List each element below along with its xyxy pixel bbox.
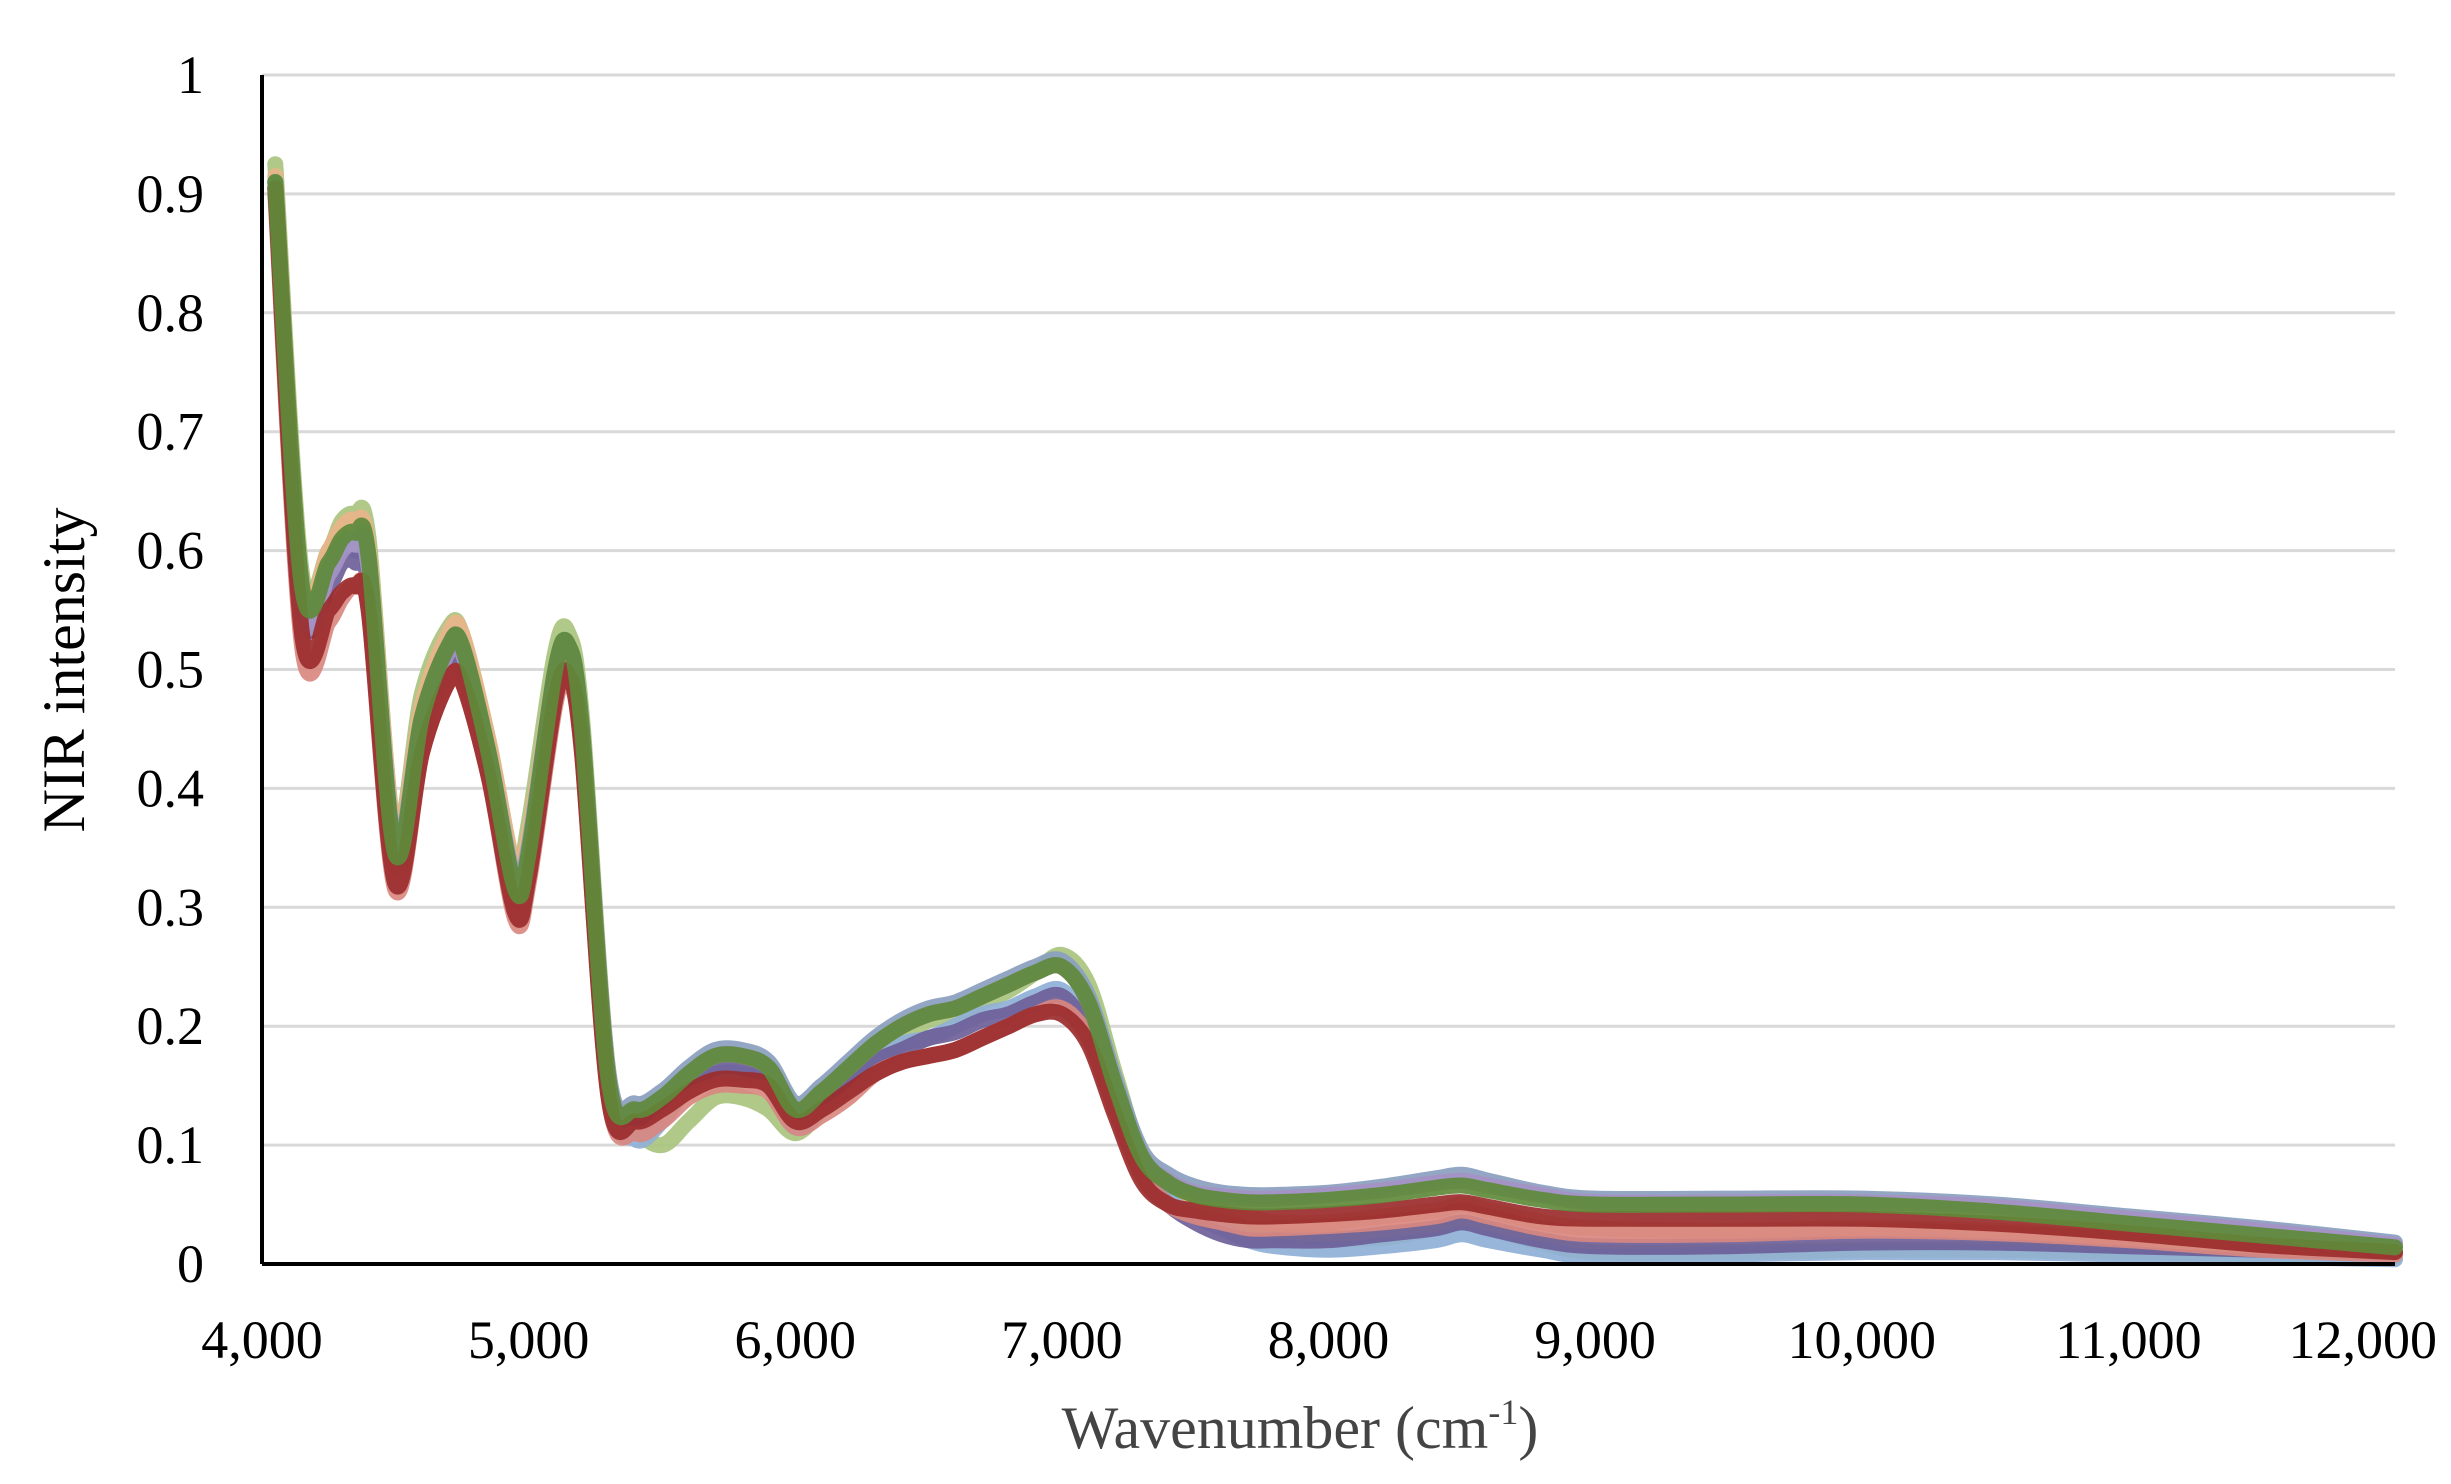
spectrum-line [267,180,2403,1261]
y-tick-label: 0.2 [137,996,205,1056]
x-tick-label: 7,000 [1001,1310,1123,1370]
spectrum-line [267,168,2403,1261]
x-axis-title-main: Wavenumber (cm [1062,1395,1489,1461]
y-tick-label: 0.9 [137,164,205,224]
spectra-series [267,156,2403,1268]
x-tick-label: 11,000 [2055,1310,2202,1370]
y-tick-label: 0.1 [137,1115,205,1175]
x-tick-label: 12,000 [2289,1310,2438,1370]
x-axis-title-superscript: -1 [1488,1392,1518,1432]
spectrum-line [267,180,2403,1261]
spectrum-line [267,156,2403,1265]
y-tick-label: 0.5 [137,640,205,700]
x-tick-label: 5,000 [468,1310,590,1370]
x-tick-label: 9,000 [1534,1310,1656,1370]
x-tick-label: 8,000 [1268,1310,1390,1370]
grid-lines [262,73,2395,1147]
x-tick-labels: 4,000 5,000 6,000 7,000 8,000 9,000 10,000 11,0… [201,1310,2437,1370]
x-tick-label: 6,000 [735,1310,857,1370]
y-axis-title: NIR intensity [31,508,97,833]
y-tick-label: 1 [177,45,204,105]
x-tick-label: 10,000 [1788,1310,1937,1370]
y-tick-label: 0.3 [137,877,205,937]
y-tick-label: 0.7 [137,402,205,462]
spectrum-line [267,180,2403,1253]
spectrum-line [267,174,2403,1256]
spectrum-line [267,174,2403,1268]
y-tick-label: 0.4 [137,758,205,818]
spectrum-line [267,174,2403,1251]
y-tick-labels: 0 0.1 0.2 0.3 0.4 0.5 0.6 0.7 0.8 0.9 1 [137,45,205,1294]
y-tick-label: 0.6 [137,521,205,581]
x-axis-title: Wavenumber (cm-1) [1062,1392,1539,1461]
spectrum-line [267,185,2403,1263]
y-tick-label: 0.8 [137,283,205,343]
x-axis-title-end: ) [1518,1395,1538,1461]
x-tick-label: 4,000 [201,1310,323,1370]
y-tick-label: 0 [177,1234,204,1294]
axes [260,75,2395,1266]
